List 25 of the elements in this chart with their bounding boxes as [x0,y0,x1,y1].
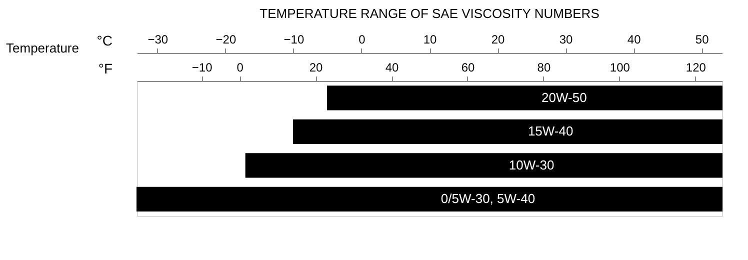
x2-tick-label: 100 [610,60,630,74]
x-tick-label: −20 [216,32,236,46]
x2-tick-label: 60 [461,60,475,74]
x2-axis-title: °F [98,60,112,76]
x-tick-label: 0 [358,32,366,46]
x2-tick-label: −10 [192,60,213,74]
x2-tick-label: 40 [385,60,400,74]
x-tick-label: 50 [695,32,710,46]
x2-tick-label: 20 [309,60,324,74]
x-tick-label: −10 [284,32,304,46]
chart-title: TEMPERATURE RANGE OF SAE VISCOSITY NUMBERS [260,6,600,21]
x2-tick-label: 80 [537,60,551,74]
y-axis-title: Temperature [6,40,79,56]
x-tick-label: 30 [559,32,574,46]
x-tick-label: 10 [423,32,437,46]
x-axis-title: °C [96,32,112,48]
x-tick-label: 40 [627,32,642,46]
x-tick-label: −30 [148,32,168,46]
y-tick-label: 15W-40 [528,124,574,139]
x2-tick-label: 120 [686,60,706,74]
x-tick-label: 20 [491,32,506,46]
y-tick-label: 10W-30 [508,157,554,172]
x2-tick-label: 0 [236,60,244,74]
y-tick-label: 20W-50 [542,90,587,105]
y-tick-label: 0/5W-30, 5W-40 [440,191,536,206]
